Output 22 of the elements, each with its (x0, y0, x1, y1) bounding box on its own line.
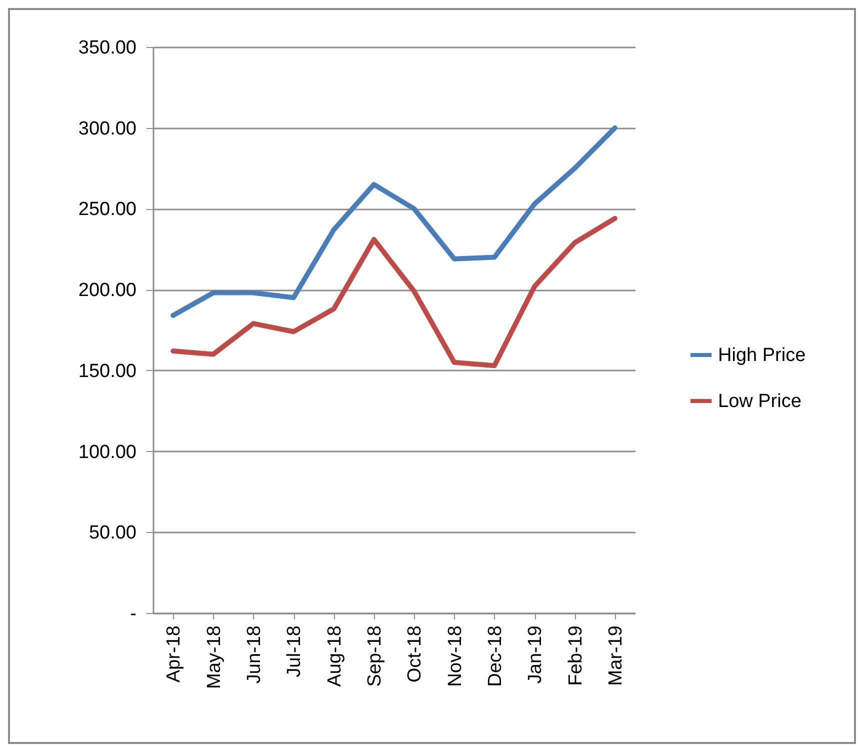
y-tick-label: 150.00 (78, 360, 136, 382)
x-tick-label: Feb-19 (565, 626, 586, 686)
x-tick-label: Jun-18 (244, 626, 265, 684)
x-tick-label: May-18 (204, 626, 225, 689)
y-tick-label: 250.00 (78, 199, 136, 220)
y-tick-label: 50.00 (88, 522, 136, 544)
legend-label: High Price (718, 345, 806, 366)
x-tick-label: Dec-18 (484, 626, 506, 687)
y-tick-label: 350.00 (78, 38, 136, 58)
y-tick-label: - (130, 604, 136, 624)
x-tick-label: Oct-18 (404, 626, 426, 683)
x-tick-label: Jul-18 (284, 626, 306, 678)
legend-label: Low Price (718, 391, 802, 412)
x-tick-label: Mar-19 (605, 626, 626, 686)
x-tick-label: Apr-18 (164, 626, 185, 683)
y-tick-label: 100.00 (78, 442, 136, 463)
y-tick-label: 200.00 (78, 280, 136, 302)
y-tick-label: 300.00 (78, 118, 136, 140)
x-tick-label: Jan-19 (525, 626, 546, 684)
x-tick-label: Nov-18 (444, 626, 466, 687)
x-tick-label: Sep-18 (364, 626, 386, 687)
x-tick-label: Aug-18 (324, 626, 346, 687)
